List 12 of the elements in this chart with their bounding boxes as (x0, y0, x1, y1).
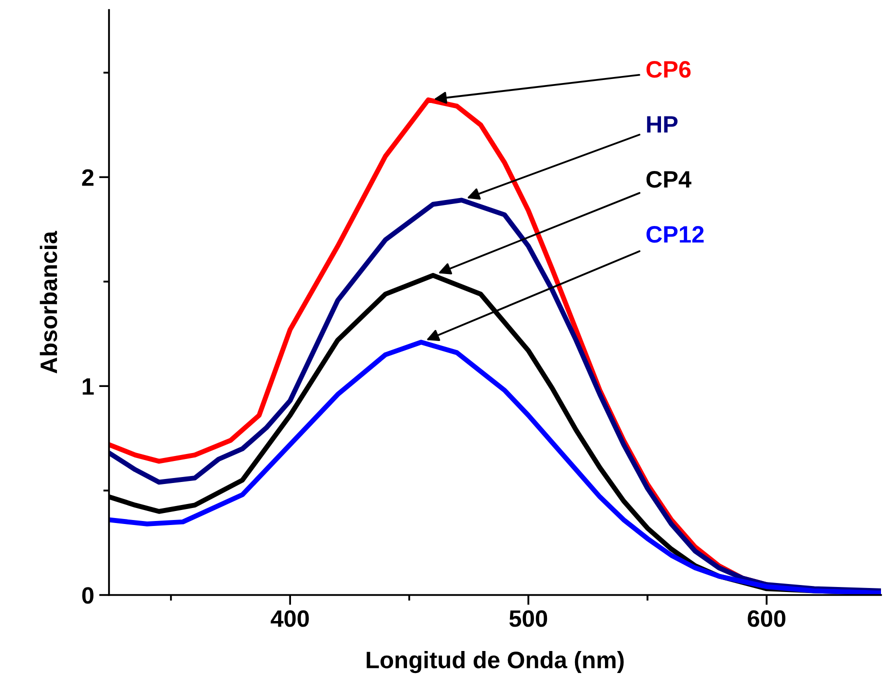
y-tick-label: 0 (82, 587, 94, 604)
text: CP12 (646, 226, 704, 243)
x-tick-label: 400 (270, 610, 309, 627)
y-tick-label: 2 (82, 169, 94, 186)
text: CP4 (646, 171, 692, 188)
y-tick-label: 1 (82, 378, 94, 395)
text: HP (647, 116, 678, 133)
y-axis-title: Absorbancia (40, 230, 58, 374)
text: CP6 (646, 61, 691, 78)
x-tick-label: 600 (748, 610, 786, 627)
x-axis-title: Longitud de Onda (nm) (366, 651, 624, 674)
x-tick-label: 500 (509, 610, 548, 627)
